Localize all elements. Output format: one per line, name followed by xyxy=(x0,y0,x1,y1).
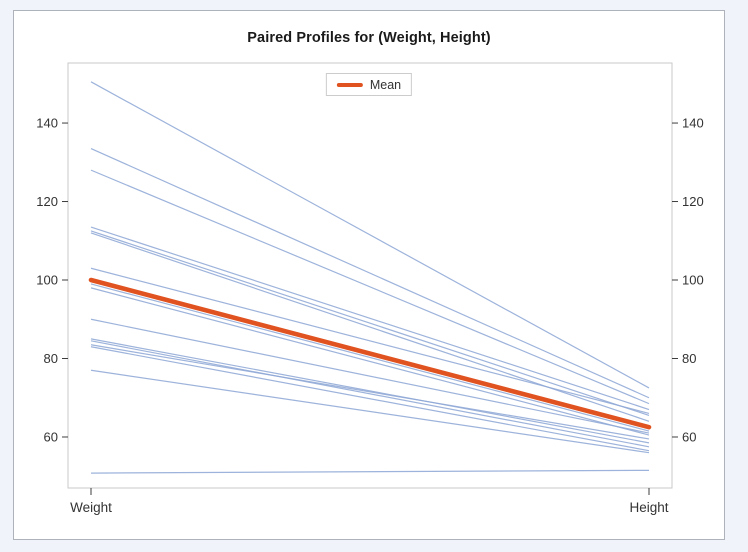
y-axis-tick-label-right: 120 xyxy=(682,194,704,209)
mean-line xyxy=(88,277,652,430)
profile-line xyxy=(90,340,650,448)
profile-line xyxy=(90,338,650,444)
legend: Mean xyxy=(325,73,413,96)
profile-line xyxy=(90,232,650,422)
profile-line xyxy=(90,369,650,454)
profile-line xyxy=(90,267,650,415)
profile-line xyxy=(90,287,650,436)
y-axis-tick-label-left: 60 xyxy=(44,429,58,444)
y-axis-tick-label-left: 120 xyxy=(36,194,58,209)
profile-line xyxy=(90,344,650,440)
y-axis-tick-label-right: 80 xyxy=(682,351,696,366)
chart-title: Paired Profiles for (Weight, Height) xyxy=(247,30,491,46)
y-axis-tick-label-left: 140 xyxy=(36,116,58,131)
profile-line xyxy=(90,283,650,432)
legend-label: Mean xyxy=(369,77,402,92)
y-axis-tick-label-right: 60 xyxy=(682,429,696,444)
profile-line xyxy=(90,318,650,434)
profile-line xyxy=(90,81,650,389)
y-axis-tick-label-right: 100 xyxy=(682,273,704,288)
x-axis-category-label: Weight xyxy=(70,500,112,515)
y-axis-tick-label-left: 100 xyxy=(36,273,58,288)
chart-panel: 60 60 80 80 100 100 120 120 140 140 Weight Height P… xyxy=(13,10,725,540)
profile-line xyxy=(90,169,650,405)
x-axis-category-label: Height xyxy=(629,500,668,515)
profile-line xyxy=(90,230,650,416)
profile-line xyxy=(90,148,650,399)
profile-line xyxy=(90,469,650,474)
y-axis-tick-label-left: 80 xyxy=(44,351,58,366)
profile-line xyxy=(90,346,650,452)
plot-frame xyxy=(67,62,673,489)
paired-profiles-plot: 60 60 80 80 100 100 120 120 140 140 Weight Height xyxy=(36,62,704,515)
mean-line-swatch xyxy=(336,82,363,87)
y-axis-tick-label-right: 140 xyxy=(682,116,704,131)
profile-line xyxy=(90,226,650,411)
